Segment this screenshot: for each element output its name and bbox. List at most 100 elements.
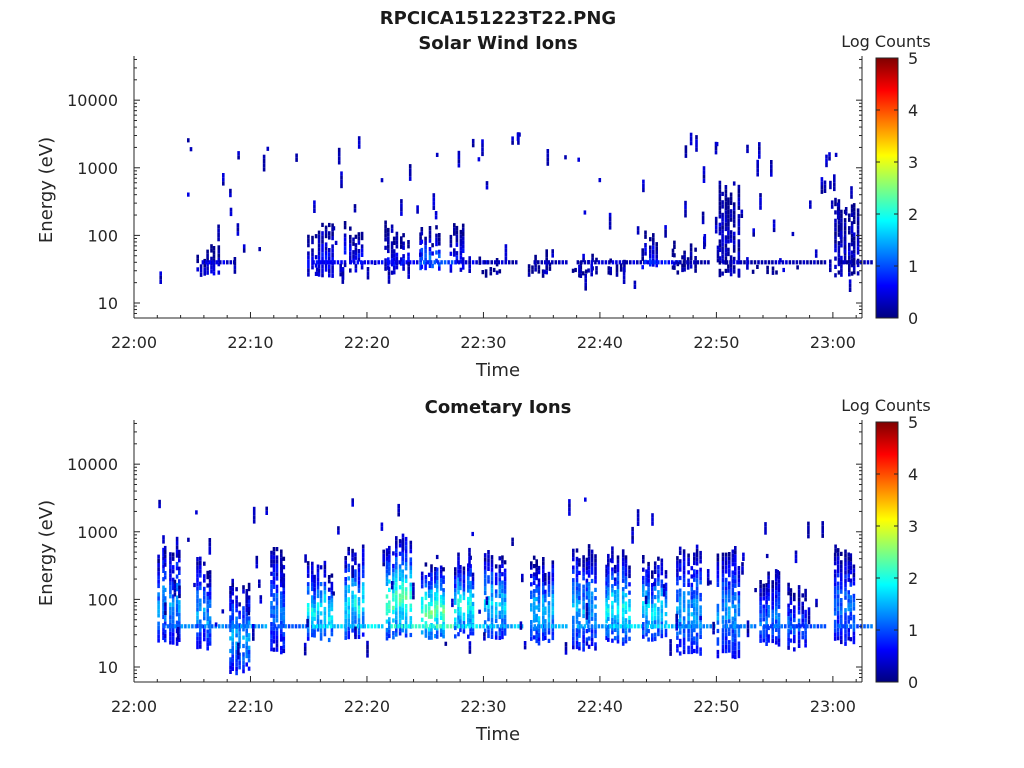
- spectrogram-cell: [459, 229, 463, 235]
- spectrogram-cell: [343, 260, 347, 265]
- spectrogram-cell: [315, 260, 319, 265]
- spectrogram-cell: [217, 224, 220, 229]
- spectrogram-cell: [316, 619, 320, 624]
- spectrogram-cell: [313, 599, 316, 605]
- spectrogram-cell: [385, 632, 389, 637]
- spectrogram-cell: [349, 234, 352, 240]
- spectrogram-cell: [820, 189, 824, 194]
- spectrogram-cell: [400, 257, 403, 262]
- spectrogram-cell: [537, 586, 541, 591]
- spectrogram-cell: [330, 594, 334, 599]
- spectrogram-cell: [354, 556, 357, 561]
- spectrogram-cell: [607, 553, 610, 559]
- spectrogram-cell: [759, 193, 762, 198]
- spectrogram-cell: [471, 624, 475, 629]
- spectrogram-cell: [771, 638, 774, 644]
- spectrogram-cell: [485, 596, 489, 601]
- spectrogram-cell: [429, 260, 433, 265]
- spectrogram-cell: [323, 606, 327, 612]
- spectrogram-cell: [233, 269, 237, 274]
- spectrogram-cell: [272, 547, 276, 552]
- spectrogram-cell: [523, 645, 527, 650]
- spectrogram-cell: [459, 594, 462, 599]
- spectrogram-cell: [454, 567, 457, 572]
- spectrogram-cell: [594, 554, 597, 559]
- spectrogram-cell: [483, 632, 486, 637]
- spectrogram-cell: [771, 584, 774, 589]
- spectrogram-cell: [631, 526, 634, 532]
- spectrogram-cell: [537, 260, 540, 265]
- spectrogram-cell: [398, 585, 402, 590]
- spectrogram-cell: [590, 566, 594, 571]
- spectrogram-cell: [682, 641, 686, 646]
- spectrogram-cell: [175, 587, 179, 592]
- spectrogram-cell: [664, 599, 668, 604]
- spectrogram-cell: [446, 624, 449, 629]
- spectrogram-cell: [357, 597, 361, 602]
- spectrogram-cell: [734, 596, 737, 601]
- spectrogram-cell: [424, 608, 428, 613]
- spectrogram-cell: [558, 260, 561, 265]
- spectrogram-cell: [530, 636, 533, 641]
- spectrogram-cell: [351, 548, 354, 553]
- spectrogram-cell: [331, 227, 334, 232]
- spectrogram-cell: [673, 244, 676, 249]
- spectrogram-cell: [839, 230, 843, 235]
- spectrogram-cell: [834, 256, 837, 261]
- spectrogram-cell: [759, 580, 762, 585]
- spectrogram-cell: [247, 587, 251, 592]
- spectrogram-cell: [501, 601, 504, 606]
- spectrogram-cell: [451, 602, 454, 608]
- spectrogram-cell: [240, 624, 243, 629]
- spectrogram-cell: [235, 654, 238, 659]
- spectrogram-cell: [175, 549, 179, 554]
- spectrogram-cell: [863, 624, 866, 629]
- spectrogram-cell: [347, 622, 350, 627]
- spectrogram-cell: [594, 571, 597, 576]
- spectrogram-cell: [850, 225, 854, 230]
- spectrogram-cell: [430, 602, 433, 607]
- spectrogram-cell: [682, 599, 686, 604]
- spectrogram-cell: [169, 577, 172, 582]
- spectrogram-cell: [199, 581, 202, 586]
- spectrogram-cell: [660, 260, 664, 265]
- spectrogram-cell: [535, 571, 538, 577]
- spectrogram-cell: [732, 231, 736, 236]
- spectrogram-cell: [551, 589, 555, 594]
- spectrogram-cell: [337, 530, 340, 535]
- spectrogram-cell: [328, 231, 331, 236]
- spectrogram-cell: [847, 619, 850, 624]
- spectrogram-cell: [384, 245, 387, 250]
- spectrogram-cell: [624, 580, 628, 585]
- y-tick-label: 10000: [67, 91, 118, 110]
- spectrogram-cell: [409, 574, 413, 579]
- spectrogram-cell: [758, 154, 761, 159]
- spectrogram-cell: [402, 241, 405, 246]
- spectrogram-cell: [632, 260, 636, 265]
- spectrogram-cell: [724, 214, 728, 219]
- spectrogram-cell: [451, 598, 454, 603]
- spectrogram-cell: [657, 590, 660, 595]
- spectrogram-cell: [229, 607, 232, 612]
- spectrogram-cell: [624, 572, 628, 577]
- spectrogram-cell: [732, 223, 736, 228]
- spectrogram-cell: [642, 580, 645, 585]
- spectrogram-cell: [572, 594, 575, 599]
- spectrogram-cell: [340, 260, 343, 265]
- spectrogram-cell: [641, 265, 644, 270]
- spectrogram-cell: [206, 575, 209, 580]
- spectrogram-cell: [231, 641, 234, 646]
- spectrogram-cell: [667, 624, 671, 629]
- spectrogram-cell: [483, 557, 487, 562]
- spectrogram-cell: [653, 569, 657, 574]
- spectrogram-cell: [687, 561, 690, 567]
- spectrogram-cell: [434, 617, 437, 622]
- spectrogram-cell: [732, 265, 736, 270]
- spectrogram-cell: [409, 586, 413, 591]
- spectrogram-cell: [848, 247, 851, 252]
- spectrogram-cell: [734, 613, 737, 618]
- spectrogram-cell: [572, 586, 575, 591]
- spectrogram-cell: [311, 565, 314, 571]
- spectrogram-cell: [395, 603, 398, 608]
- spectrogram-cell: [836, 215, 840, 220]
